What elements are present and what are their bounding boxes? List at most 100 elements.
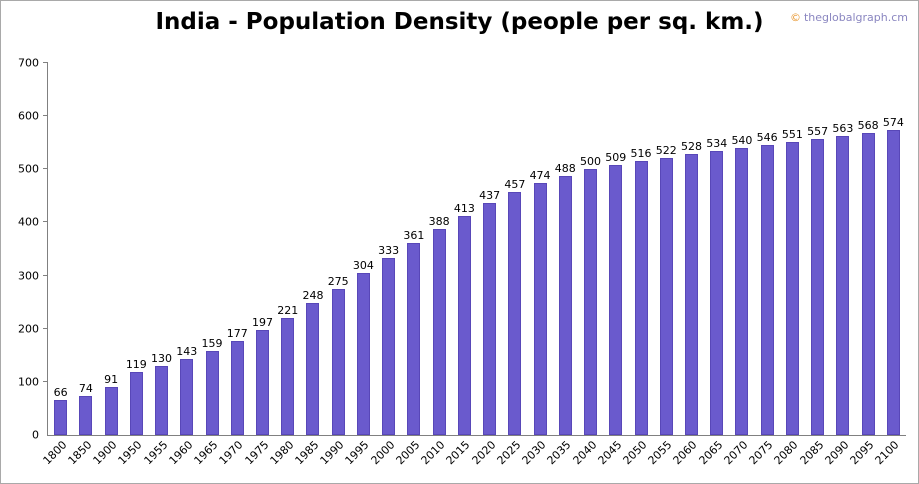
- x-tick-label: 2055: [645, 438, 675, 468]
- bar-column: 522 2055: [646, 63, 679, 468]
- bar-value-label: 474: [529, 169, 551, 183]
- bar-value-label: 488: [554, 161, 576, 175]
- bar-column: 557 2085: [797, 63, 830, 467]
- bar-column: 437 2020: [469, 63, 502, 468]
- x-tick-label: 2060: [670, 438, 700, 468]
- bar-value-label: 563: [832, 121, 854, 135]
- bar: [356, 273, 370, 435]
- y-tick-label: 600: [18, 109, 39, 123]
- x-tick-label: 2035: [544, 438, 574, 468]
- bar: [382, 258, 396, 435]
- bar: [886, 129, 900, 435]
- bar: [54, 399, 68, 435]
- x-tick-label: 2050: [620, 438, 650, 468]
- bar-column: 516 2050: [621, 63, 653, 467]
- y-tick-label: 200: [18, 322, 39, 336]
- x-tick-label: 1960: [166, 438, 196, 468]
- bar-value-label: 248: [302, 289, 324, 303]
- bar-column: 534 2065: [696, 63, 729, 467]
- copyright-icon: ©: [789, 11, 801, 24]
- watermark-site-label: theglobalgraph.cm: [803, 11, 908, 24]
- x-tick-label: 1995: [342, 438, 372, 468]
- x-tick-label: 2025: [494, 438, 524, 468]
- x-tick-label: 2075: [746, 438, 776, 468]
- bar-value-label: 509: [605, 150, 627, 164]
- x-tick-label: 2080: [771, 438, 801, 468]
- y-tick-label: 400: [18, 215, 39, 229]
- bar-value-label: 557: [807, 125, 829, 138]
- bar-value-label: 333: [378, 244, 400, 258]
- bar: [659, 157, 673, 435]
- y-tick-mark: [43, 62, 48, 63]
- bar-value-label: 540: [731, 134, 753, 148]
- bar-column: 509 2045: [595, 63, 628, 468]
- bar-column: 546 2075: [747, 63, 780, 467]
- y-tick-mark: [43, 327, 48, 329]
- x-tick-label: 2095: [847, 438, 877, 468]
- bar-value-label: 304: [352, 259, 374, 273]
- bar: [558, 175, 572, 435]
- bar-column: 574 2100: [873, 63, 906, 467]
- bar-column: 528 2060: [671, 63, 704, 467]
- x-tick-label: 1980: [267, 438, 297, 468]
- bar-column: 540 2070: [721, 63, 754, 467]
- x-tick-label: 2005: [393, 438, 423, 468]
- bar-column: 551 2080: [772, 63, 805, 467]
- bar-value-label: 551: [781, 128, 803, 142]
- chart-title: India - Population Density (people per s…: [155, 9, 764, 35]
- bar: [457, 215, 471, 435]
- x-tick-label: 2010: [418, 438, 448, 468]
- y-tick-label: 500: [18, 162, 39, 176]
- y-axis: 0 100 200 300 400 500 600 700: [1, 57, 39, 442]
- bar: [684, 154, 698, 435]
- bar-column: 248 1985: [292, 63, 325, 467]
- bar-value-label: 457: [504, 178, 526, 192]
- y-tick-mark: [43, 221, 48, 223]
- x-tick-label: 1975: [241, 438, 271, 468]
- bar-column: 159 1965: [192, 63, 224, 468]
- x-tick-label: 2085: [797, 438, 827, 468]
- bar-column: 304 1995: [343, 63, 376, 467]
- bar-column: 361 2005: [393, 63, 426, 467]
- y-tick-mark: [43, 380, 48, 382]
- y-tick-mark: [43, 115, 48, 117]
- bar-column: 66 1800: [40, 63, 73, 467]
- bar: [836, 135, 850, 435]
- x-tick-label: 1990: [317, 438, 347, 468]
- bar-value-label: 568: [857, 119, 879, 133]
- bar: [634, 160, 648, 435]
- x-tick-label: 2090: [822, 438, 852, 468]
- bar: [407, 243, 421, 435]
- bar-column: 275 1990: [318, 63, 351, 467]
- bar-column: 221 1980: [267, 63, 300, 468]
- bar-column: 74 1850: [65, 63, 98, 468]
- bar-value-label: 119: [125, 357, 147, 371]
- bar-column: 488 2035: [545, 63, 578, 468]
- bar-column: 91 1900: [91, 63, 123, 468]
- watermark-link[interactable]: © theglobalgraph.cm: [790, 11, 908, 24]
- bar-column: 500 2040: [570, 63, 603, 467]
- bar-value-label: 91: [104, 372, 119, 386]
- bar: [331, 288, 345, 435]
- bar: [79, 395, 93, 435]
- bar-value-label: 143: [176, 345, 198, 359]
- bar: [760, 144, 774, 435]
- bar-value-label: 522: [655, 143, 677, 157]
- bar-value-label: 388: [428, 214, 450, 228]
- bar: [584, 169, 598, 435]
- bar: [205, 350, 219, 435]
- bar: [483, 202, 497, 435]
- x-tick-label: 1800: [40, 438, 70, 468]
- y-tick-label: 0: [32, 428, 39, 442]
- bar-value-label: 66: [53, 385, 68, 399]
- bar-value-label: 528: [680, 140, 702, 154]
- x-tick-label: 1970: [216, 438, 246, 468]
- bar: [230, 340, 244, 435]
- y-tick-mark: [43, 168, 48, 170]
- bar-value-label: 74: [78, 381, 93, 395]
- bar-value-label: 130: [151, 351, 173, 365]
- bar: [508, 192, 522, 435]
- x-tick-label: 1950: [115, 438, 145, 468]
- bar-value-label: 197: [251, 316, 273, 330]
- bar: [533, 183, 547, 435]
